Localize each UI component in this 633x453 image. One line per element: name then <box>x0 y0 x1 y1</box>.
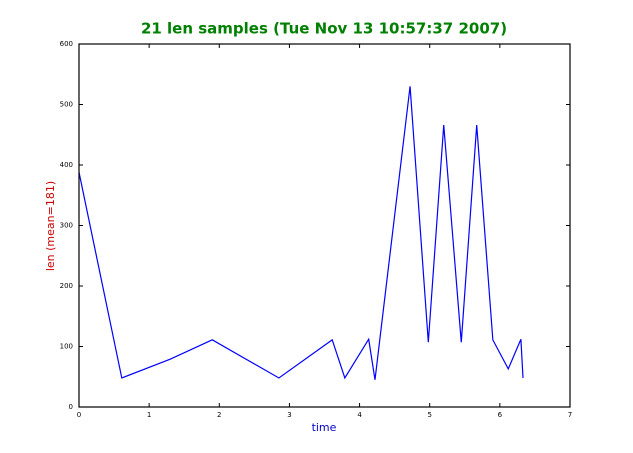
x-tick-label: 1 <box>147 411 151 419</box>
chart-title: 21 len samples (Tue Nov 13 10:57:37 2007… <box>141 20 507 38</box>
x-axis-label: time <box>312 421 337 434</box>
x-tick-label: 2 <box>217 411 221 419</box>
y-tick-label: 200 <box>60 282 73 290</box>
x-tick-label: 3 <box>287 411 291 419</box>
x-tick-label: 0 <box>77 411 81 419</box>
plot-frame <box>78 43 571 408</box>
x-tick-label: 5 <box>427 411 431 419</box>
y-tick-label: 400 <box>60 161 73 169</box>
y-axis-label: len (mean=181) <box>44 181 57 271</box>
x-tick-label: 7 <box>568 411 572 419</box>
y-tick-label: 0 <box>69 403 73 411</box>
data-line <box>78 86 524 380</box>
x-tick-label: 4 <box>357 411 362 419</box>
y-tick-label: 100 <box>60 343 73 351</box>
y-tick-label: 500 <box>60 101 73 109</box>
y-tick-label: 300 <box>60 222 73 230</box>
y-tick-label: 600 <box>60 40 73 48</box>
x-tick-label: 6 <box>498 411 503 419</box>
